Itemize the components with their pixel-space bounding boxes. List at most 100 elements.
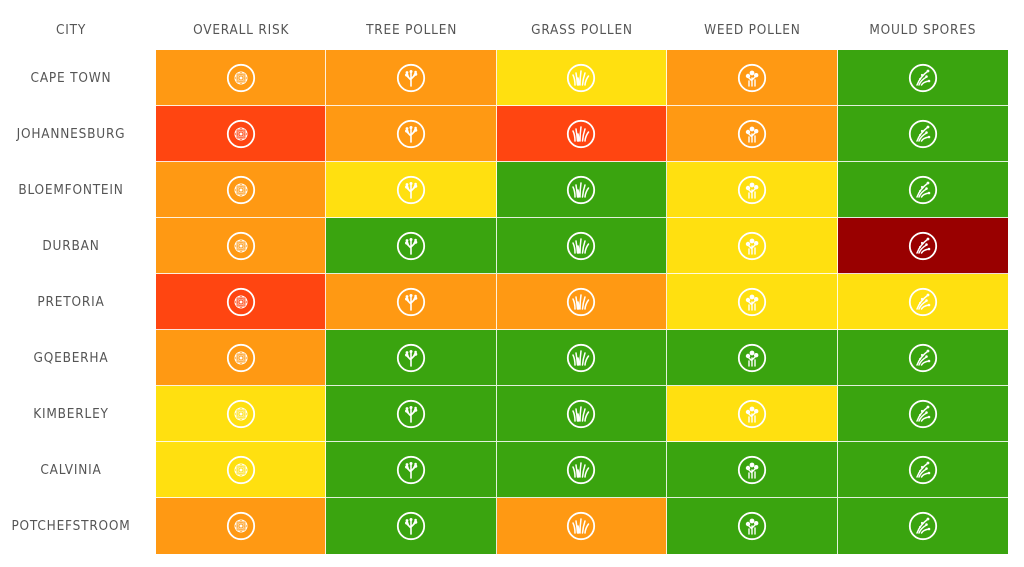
risk-cell-johannesburg-overall-risk [156,106,327,162]
pollen-grain-icon [226,511,255,541]
city-label-pretoria: PRETORIA [37,294,105,310]
risk-cell-potchefstroom-grass-pollen [496,498,668,554]
risk-cell-bloemfontein-overall-risk [156,162,327,218]
risk-cell-durban-overall-risk [156,218,327,274]
risk-cell-bloemfontein-weed-pollen [667,162,838,218]
risk-cell-durban-grass-pollen [496,218,668,274]
mould-icon [908,399,937,428]
tree-icon [396,287,426,316]
pollen-grain-icon [226,399,255,428]
city-label-calvinia: CALVINIA [40,462,102,478]
risk-cell-johannesburg-weed-pollen [667,106,838,162]
column-header-city: CITY [55,22,87,38]
mould-icon [908,455,937,484]
tree-icon [396,343,426,372]
city-label-johannesburg: JOHANNESBURG [16,126,126,142]
pollen-grain-icon [226,455,255,484]
tree-icon [396,455,426,484]
mould-icon [908,287,937,316]
column-header-tree-pollen: TREE POLLEN [366,22,458,38]
grass-icon [567,63,596,92]
grass-icon [567,119,596,148]
mould-icon [908,511,937,541]
weed-icon [737,343,766,372]
risk-cell-cape-town-tree-pollen [326,50,497,106]
column-header-overall-risk: OVERALL RISK [193,22,290,38]
risk-cell-pretoria-weed-pollen [667,274,838,330]
mould-icon [908,343,937,372]
risk-cell-cape-town-mould-spores [837,50,1008,106]
risk-cell-bloemfontein-mould-spores [837,162,1008,218]
city-label-gqeberha: GQEBERHA [33,350,109,366]
risk-cell-kimberley-weed-pollen [667,386,838,442]
risk-cell-potchefstroom-weed-pollen [667,498,838,554]
city-label-potchefstroom: POTCHEFSTROOM [11,518,131,534]
risk-cell-bloemfontein-grass-pollen [496,162,668,218]
grass-icon [567,287,596,316]
risk-cell-gqeberha-grass-pollen [496,330,668,386]
city-label-durban: DURBAN [42,238,100,254]
mould-icon [908,63,937,92]
weed-icon [737,63,766,92]
risk-cell-durban-mould-spores [837,218,1008,274]
risk-cell-calvinia-overall-risk [156,442,327,498]
risk-cell-pretoria-mould-spores [837,274,1008,330]
weed-icon [737,399,766,428]
risk-cell-calvinia-weed-pollen [667,442,838,498]
grass-icon [567,399,596,428]
risk-cell-gqeberha-weed-pollen [667,330,838,386]
column-header-mould-spores: MOULD SPORES [869,22,977,38]
risk-cell-kimberley-tree-pollen [326,386,497,442]
grass-icon [567,343,596,372]
risk-cell-kimberley-grass-pollen [496,386,668,442]
risk-cell-durban-tree-pollen [326,218,497,274]
weed-icon [737,455,766,484]
mould-icon [908,175,937,204]
risk-cell-durban-weed-pollen [667,218,838,274]
risk-cell-johannesburg-tree-pollen [326,106,497,162]
risk-cell-cape-town-grass-pollen [496,50,668,106]
pollen-grain-icon [226,287,255,316]
risk-cell-kimberley-overall-risk [156,386,327,442]
tree-icon [396,175,426,204]
pollen-grain-icon [226,231,255,260]
grass-icon [567,511,596,541]
column-header-weed-pollen: WEED POLLEN [704,22,801,38]
city-label-kimberley: KIMBERLEY [33,406,109,422]
city-label-cape-town: CAPE TOWN [30,70,112,86]
risk-cell-gqeberha-mould-spores [837,330,1008,386]
risk-cell-cape-town-overall-risk [156,50,327,106]
risk-cell-potchefstroom-mould-spores [837,498,1008,554]
pollen-grain-icon [226,175,255,204]
mould-icon [908,231,937,260]
tree-icon [396,119,426,148]
weed-icon [737,231,766,260]
risk-cell-potchefstroom-tree-pollen [326,498,497,554]
weed-icon [737,287,766,316]
risk-cell-kimberley-mould-spores [837,386,1008,442]
risk-cell-pretoria-overall-risk [156,274,327,330]
weed-icon [737,119,766,148]
tree-icon [396,231,426,260]
weed-icon [737,511,766,541]
risk-cell-bloemfontein-tree-pollen [326,162,497,218]
risk-cell-potchefstroom-overall-risk [156,498,327,554]
risk-cell-calvinia-mould-spores [837,442,1008,498]
pollen-grain-icon [226,119,255,148]
pollen-grain-icon [226,343,255,372]
tree-icon [396,511,426,541]
grass-icon [567,175,596,204]
risk-cell-johannesburg-mould-spores [837,106,1008,162]
weed-icon [737,175,766,204]
grass-icon [567,455,596,484]
city-label-bloemfontein: BLOEMFONTEIN [18,182,124,198]
risk-cell-gqeberha-overall-risk [156,330,327,386]
tree-icon [396,399,426,428]
risk-cell-gqeberha-tree-pollen [326,330,497,386]
risk-cell-calvinia-grass-pollen [496,442,668,498]
risk-cell-pretoria-tree-pollen [326,274,497,330]
grass-icon [567,231,596,260]
risk-cell-calvinia-tree-pollen [326,442,497,498]
pollen-grain-icon [226,63,255,92]
